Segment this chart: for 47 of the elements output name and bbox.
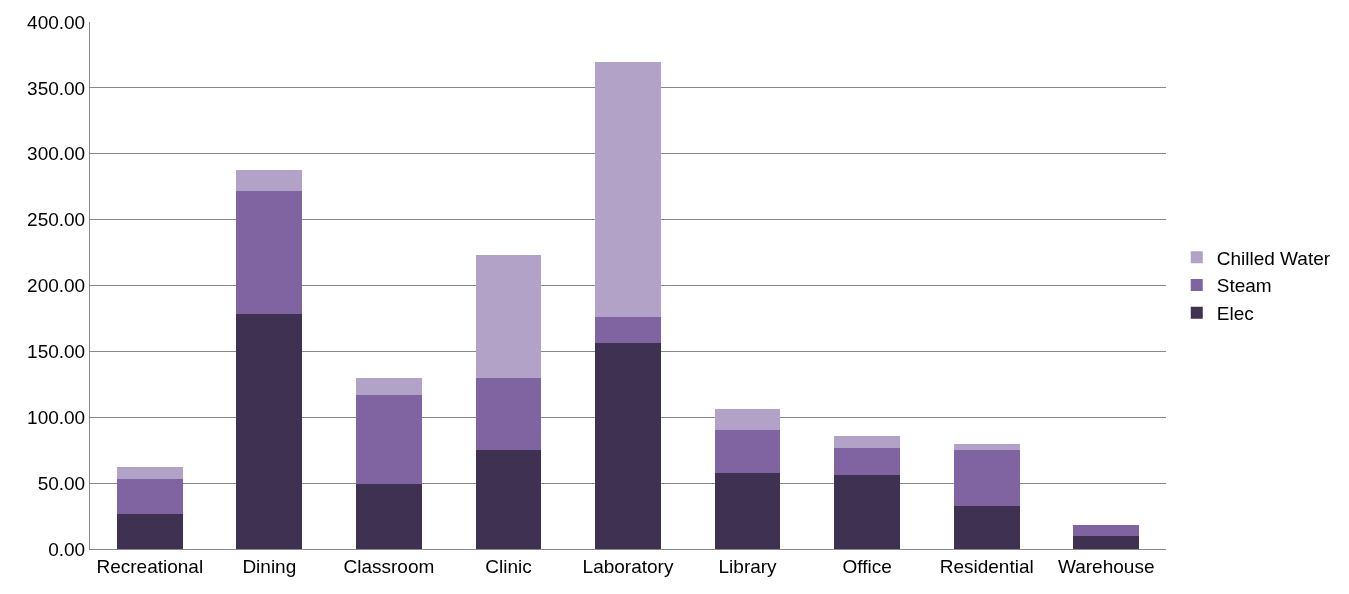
bar: [236, 169, 303, 192]
bar: [834, 448, 900, 476]
bar: [595, 317, 661, 344]
bar: [475, 449, 542, 549]
legend-label: Steam: [1216, 275, 1272, 297]
x-tick-label: Residential: [939, 555, 1034, 577]
bar: [356, 484, 422, 549]
y-tick-label: 400.00: [27, 11, 86, 33]
x-tick-label: Clinic: [485, 555, 532, 577]
x-tick-label: Laboratory: [582, 555, 674, 577]
bar: [356, 394, 422, 485]
x-tick-label: Warehouse: [1057, 555, 1155, 577]
bar: [714, 408, 781, 431]
bar: [595, 61, 661, 318]
y-tick-label: 100.00: [27, 406, 86, 428]
x-tick-label: Recreational: [96, 555, 204, 577]
bar: [953, 449, 1020, 507]
bar: [714, 473, 781, 549]
bar: [834, 475, 900, 549]
bar: [475, 377, 542, 450]
x-tick-label: Dining: [242, 555, 297, 577]
x-tick-label: Classroom: [343, 555, 435, 577]
bar: [475, 255, 542, 378]
bar: [714, 430, 781, 474]
y-tick-label: 250.00: [27, 209, 86, 231]
y-tick-label: 50.00: [37, 472, 86, 494]
y-tick-label: 300.00: [27, 143, 86, 165]
x-tick-label: Office: [842, 555, 892, 577]
bar: [1073, 535, 1140, 549]
legend-label: Chilled Water: [1216, 247, 1331, 269]
x-tick-label: Library: [718, 555, 778, 577]
bar: [953, 443, 1020, 450]
bar: [356, 377, 422, 395]
y-tick-label: 150.00: [27, 341, 86, 363]
bar: [116, 478, 183, 515]
y-tick-label: 0.00: [48, 538, 86, 560]
bar: [1073, 525, 1140, 536]
bar: [236, 191, 303, 314]
y-tick-label: 200.00: [27, 275, 86, 297]
bar: [953, 506, 1020, 549]
y-tick-label: 350.00: [27, 77, 86, 99]
bar: [116, 514, 183, 549]
bar: [834, 435, 900, 449]
bar: [116, 467, 183, 479]
bar: [236, 313, 303, 549]
legend-label: Elec: [1216, 303, 1254, 325]
bar: [595, 343, 661, 549]
